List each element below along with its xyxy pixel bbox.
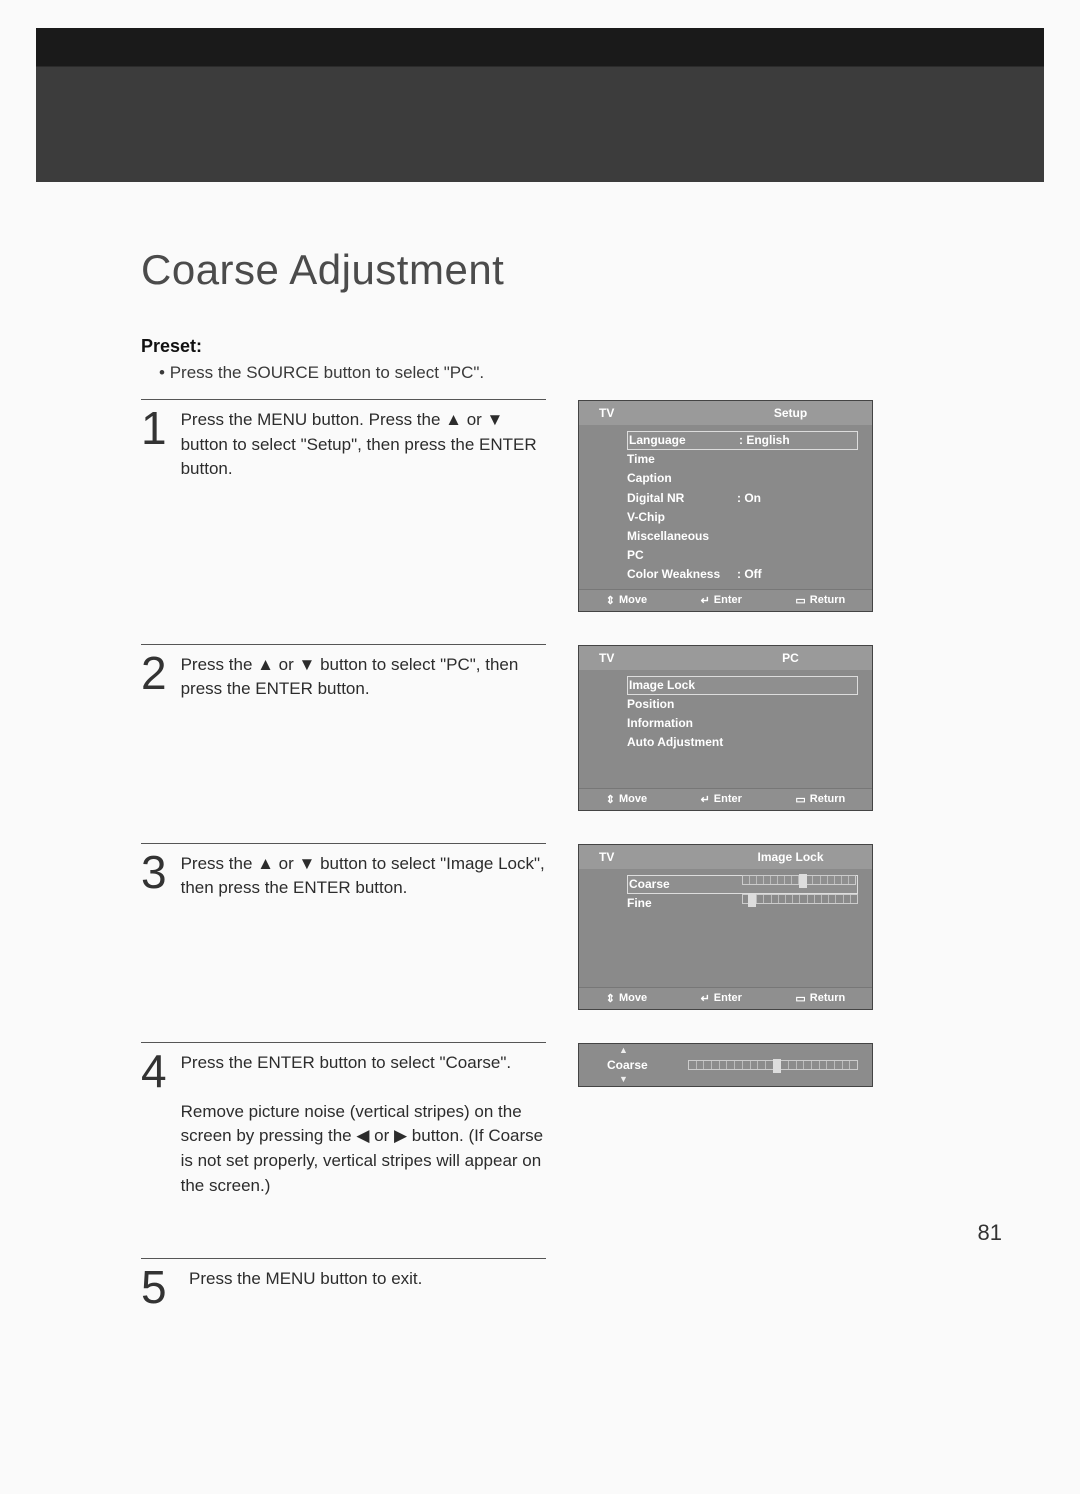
step-4: 4 Press the ENTER button to select "Coar… — [141, 1043, 546, 1203]
arrow-up-icon: ▲ — [619, 1046, 628, 1055]
osd-footer-enter: ↵Enter — [701, 594, 742, 607]
osd-item: PC — [627, 546, 858, 565]
step-number: 2 — [141, 653, 167, 702]
osd-body: Language: EnglishTimeCaptionDigital NR: … — [579, 425, 872, 589]
osd-slider — [742, 875, 856, 885]
osd-item: V-Chip — [627, 508, 858, 527]
osd-item-value: : English — [739, 431, 790, 450]
osd-slider — [688, 1060, 858, 1070]
osd-item-label: Caption — [627, 469, 737, 488]
step-number: 4 — [141, 1051, 167, 1199]
osd-item-coarse: Coarse — [627, 875, 858, 894]
osd-item: Color Weakness: Off — [627, 565, 858, 584]
manual-page: Coarse Adjustment Preset: Press the SOUR… — [0, 0, 1080, 1494]
osd-footer: ⇕Move ↵Enter ▭Return — [579, 788, 872, 810]
osd-item-label: Auto Adjustment — [627, 733, 737, 752]
osd-title: Image Lock — [709, 850, 872, 864]
osd-item-label: PC — [627, 546, 737, 565]
osd-item: Auto Adjustment — [627, 733, 858, 752]
osd-item-label: Miscellaneous — [627, 527, 737, 546]
osd-title: Setup — [709, 406, 872, 420]
osd-corner: TV — [579, 850, 709, 864]
osd-item-label: Language — [629, 431, 739, 450]
osd-coarse-adjust: ▲ ▼ Coarse — [578, 1043, 873, 1087]
step-text: Press the ▲ or ▼ button to select "PC", … — [181, 653, 546, 702]
osd-item: Position — [627, 695, 858, 714]
osd-footer-move: ⇕Move — [606, 594, 647, 607]
osd-body: CoarseFine — [579, 869, 872, 987]
osd-header: TVImage Lock — [579, 845, 872, 869]
osd-item-value: : On — [737, 489, 761, 508]
step-text: Press the MENU button to exit. — [189, 1267, 422, 1308]
step-text: Press the ▲ or ▼ button to select "Image… — [181, 852, 546, 901]
osd-footer-return: ▭Return — [795, 793, 845, 806]
preset-label: Preset: — [141, 336, 1044, 357]
step-5-row: 5 Press the MENU button to exit. — [141, 1259, 1044, 1312]
osd-footer-return: ▭Return — [795, 992, 845, 1005]
osd-setup: TVSetupLanguage: EnglishTimeCaptionDigit… — [578, 400, 873, 612]
osd-footer-move: ⇕Move — [606, 793, 647, 806]
osd-footer-enter: ↵Enter — [701, 992, 742, 1005]
osd-item-label: Image Lock — [629, 676, 739, 695]
osd-item: Image Lock — [627, 676, 858, 695]
osd-footer-enter: ↵Enter — [701, 793, 742, 806]
step-1: 1 Press the MENU button. Press the ▲ or … — [141, 400, 546, 486]
step-2: 2 Press the ▲ or ▼ button to select "PC"… — [141, 645, 546, 706]
osd-item-label: Coarse — [607, 1058, 648, 1072]
step-number: 1 — [141, 408, 167, 482]
osd-item-label: Coarse — [629, 875, 734, 894]
osd-title: PC — [709, 651, 872, 665]
osd-body: Image LockPositionInformationAuto Adjust… — [579, 670, 872, 788]
osd-corner: TV — [579, 651, 709, 665]
osd-footer: ⇕Move ↵Enter ▭Return — [579, 589, 872, 611]
osd-item-label: Digital NR — [627, 489, 737, 508]
osd-slider — [742, 894, 858, 904]
step-text: Press the MENU button. Press the ▲ or ▼ … — [181, 408, 546, 482]
osd-item: Caption — [627, 469, 858, 488]
osd-item: Language: English — [627, 431, 858, 450]
page-title: Coarse Adjustment — [141, 246, 1044, 294]
step-2-row: 2 Press the ▲ or ▼ button to select "PC"… — [141, 645, 1044, 811]
step-5: 5 Press the MENU button to exit. — [141, 1259, 546, 1312]
osd-item: Information — [627, 714, 858, 733]
osd-pc: TVPCImage LockPositionInformationAuto Ad… — [578, 645, 873, 811]
osd-item-label: V-Chip — [627, 508, 737, 527]
step-4-line-b: Remove picture noise (vertical stripes) … — [181, 1102, 544, 1195]
step-3-row: 3 Press the ▲ or ▼ button to select "Ima… — [141, 844, 1044, 1010]
osd-item-label: Color Weakness — [627, 565, 737, 584]
step-3: 3 Press the ▲ or ▼ button to select "Ima… — [141, 844, 546, 905]
osd-footer-return: ▭Return — [795, 594, 845, 607]
osd-item-fine: Fine — [627, 894, 858, 913]
content: Preset: Press the SOURCE button to selec… — [141, 336, 1044, 1313]
page-number: 81 — [978, 1220, 1002, 1246]
arrow-down-icon: ▼ — [619, 1075, 628, 1084]
osd-item-label: Time — [627, 450, 737, 469]
osd-item: Miscellaneous — [627, 527, 858, 546]
preset-text: Press the SOURCE button to select "PC". — [159, 363, 1044, 383]
osd-item-value: : Off — [737, 565, 762, 584]
osd-header: TVPC — [579, 646, 872, 670]
osd-footer: ⇕Move ↵Enter ▭Return — [579, 987, 872, 1009]
osd-item-label: Position — [627, 695, 737, 714]
osd-image-lock: TVImage LockCoarseFine⇕Move↵Enter▭Return — [578, 844, 873, 1010]
osd-header: TVSetup — [579, 401, 872, 425]
header-band — [36, 28, 1044, 182]
osd-item: Digital NR: On — [627, 489, 858, 508]
step-number: 3 — [141, 852, 167, 901]
step-number: 5 — [141, 1267, 175, 1308]
osd-corner: TV — [579, 406, 709, 420]
osd-footer-move: ⇕Move — [606, 992, 647, 1005]
step-text: Press the ENTER button to select "Coarse… — [181, 1051, 546, 1199]
step-1-row: 1 Press the MENU button. Press the ▲ or … — [141, 400, 1044, 612]
osd-item: Time — [627, 450, 858, 469]
step-4-line-a: Press the ENTER button to select "Coarse… — [181, 1053, 512, 1072]
osd-item-label: Information — [627, 714, 737, 733]
step-4-row: 4 Press the ENTER button to select "Coar… — [141, 1043, 1044, 1203]
osd-item-label: Fine — [627, 894, 734, 913]
